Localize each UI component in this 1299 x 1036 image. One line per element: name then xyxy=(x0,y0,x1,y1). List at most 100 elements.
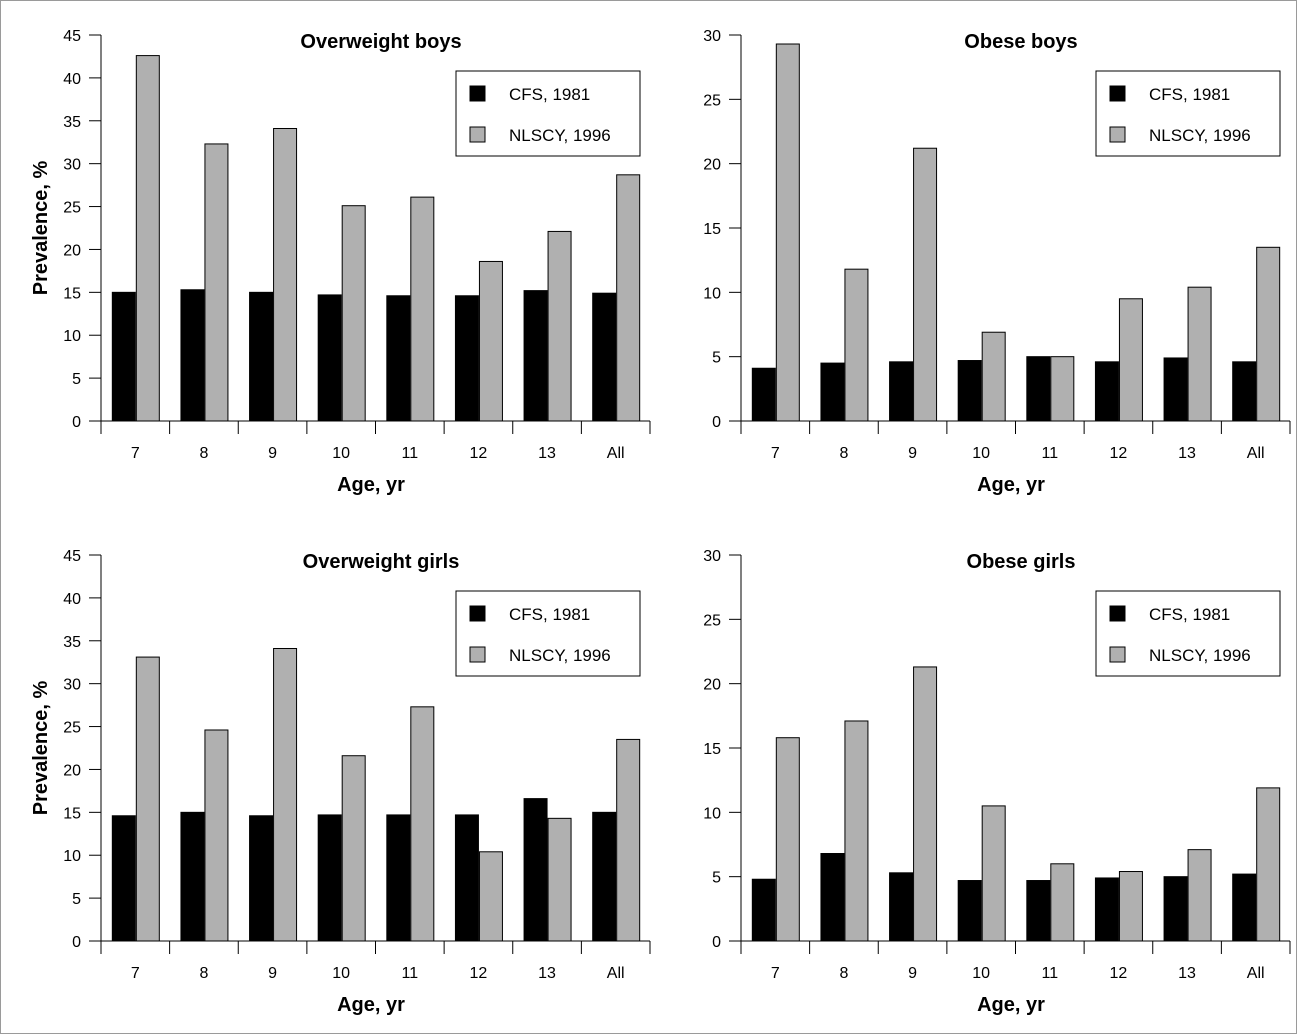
x-tick-label: 8 xyxy=(839,445,848,462)
y-tick-label: 10 xyxy=(63,328,81,345)
y-tick-label: 25 xyxy=(63,200,81,217)
y-tick-label: 25 xyxy=(703,92,721,109)
bar-cfs-1981 xyxy=(249,815,274,942)
bar-nlscy-1996 xyxy=(135,656,160,942)
bar-nlscy-1996 xyxy=(981,331,1006,422)
bar-nlscy-1996 xyxy=(1050,863,1075,942)
bar-cfs-1981 xyxy=(523,798,548,942)
bar-nlscy-1996 xyxy=(1118,298,1143,422)
bar-cfs-1981 xyxy=(454,295,479,422)
x-tick-label: 9 xyxy=(268,445,277,462)
chart-title: Obese boys xyxy=(964,31,1077,53)
legend-label: NLSCY, 1996 xyxy=(1149,126,1251,145)
x-axis-title: Age, yr xyxy=(977,474,1045,496)
y-tick-label: 20 xyxy=(63,762,81,779)
legend-label: NLSCY, 1996 xyxy=(509,646,611,665)
bar-nlscy-1996 xyxy=(775,737,800,942)
bar-cfs-1981 xyxy=(957,360,982,422)
y-tick-label: 20 xyxy=(703,157,721,174)
y-tick-label: 5 xyxy=(712,870,721,887)
bar-nlscy-1996 xyxy=(478,260,503,422)
x-tick-label: 10 xyxy=(332,445,350,462)
y-axis-title: Prevalence, % xyxy=(30,161,52,296)
chart-svg: 0 5 10 15 20 25 30 7 8 9 10 11 12 13 All Obese boys Age,… xyxy=(703,28,1291,496)
x-tick-label: 9 xyxy=(908,965,917,982)
chart-title: Obese girls xyxy=(967,551,1076,573)
x-tick-label: All xyxy=(1247,445,1265,462)
x-tick-label: 9 xyxy=(908,445,917,462)
y-axis-title: Prevalence, % xyxy=(30,681,52,816)
y-tick-label: 30 xyxy=(63,157,81,174)
y-tick-label: 15 xyxy=(703,221,721,238)
legend-label: NLSCY, 1996 xyxy=(509,126,611,145)
legend-swatch xyxy=(1109,85,1126,102)
bar-cfs-1981 xyxy=(751,878,776,942)
chart-obese-boys: 0 5 10 15 20 25 30 7 8 9 10 11 12 13 All Obese boys Age,… xyxy=(640,0,1299,515)
chart-svg: 0 5 10 15 20 25 30 35 40 45 7 8 9 10 11 12 13 All Overweig… xyxy=(30,548,651,1016)
chart-overweight-girls: 0 5 10 15 20 25 30 35 40 45 7 8 9 10 11 12 13 All Overweig… xyxy=(0,520,660,1035)
bar-nlscy-1996 xyxy=(616,174,641,422)
x-tick-label: 12 xyxy=(1110,445,1128,462)
bar-nlscy-1996 xyxy=(1256,787,1281,942)
legend-swatch xyxy=(469,646,486,663)
bar-cfs-1981 xyxy=(111,815,136,942)
bar-nlscy-1996 xyxy=(1187,849,1212,942)
y-tick-label: 25 xyxy=(63,720,81,737)
y-tick-label: 30 xyxy=(63,677,81,694)
legend: CFS, 1981 NLSCY, 1996 xyxy=(1095,70,1281,157)
x-tick-label: 13 xyxy=(1178,445,1196,462)
bar-nlscy-1996 xyxy=(273,127,298,422)
x-tick-label: 8 xyxy=(199,445,208,462)
legend: CFS, 1981 NLSCY, 1996 xyxy=(455,590,641,677)
chart-obese-girls: 0 5 10 15 20 25 30 7 8 9 10 11 12 13 All Obese girls Age… xyxy=(640,520,1299,1035)
y-tick-label: 15 xyxy=(63,285,81,302)
x-axis-title: Age, yr xyxy=(337,474,405,496)
bar-cfs-1981 xyxy=(386,814,411,942)
y-tick-label: 35 xyxy=(63,634,81,651)
legend-label: CFS, 1981 xyxy=(1149,85,1230,104)
y-tick-label: 35 xyxy=(63,114,81,131)
bar-cfs-1981 xyxy=(957,880,982,942)
bar-nlscy-1996 xyxy=(981,805,1006,942)
bar-cfs-1981 xyxy=(386,295,411,422)
legend: CFS, 1981 NLSCY, 1996 xyxy=(1095,590,1281,677)
legend-swatch xyxy=(469,126,486,143)
legend-swatch xyxy=(469,85,486,102)
bar-cfs-1981 xyxy=(889,361,914,422)
chart-svg: 0 5 10 15 20 25 30 35 40 45 7 8 9 10 11 12 13 All Overweig… xyxy=(30,28,651,496)
x-tick-label: 7 xyxy=(131,965,140,982)
bar-cfs-1981 xyxy=(249,291,274,422)
x-tick-label: 11 xyxy=(1042,445,1059,462)
x-tick-label: 12 xyxy=(1110,965,1128,982)
y-tick-label: 40 xyxy=(63,591,81,608)
y-tick-label: 0 xyxy=(712,414,721,431)
x-tick-label: 13 xyxy=(1178,965,1196,982)
y-tick-label: 5 xyxy=(72,371,81,388)
bar-nlscy-1996 xyxy=(410,706,435,942)
bar-nlscy-1996 xyxy=(273,647,298,942)
bar-nlscy-1996 xyxy=(913,147,938,422)
y-tick-label: 15 xyxy=(703,741,721,758)
y-tick-label: 25 xyxy=(703,612,721,629)
bar-nlscy-1996 xyxy=(1256,246,1281,422)
y-tick-label: 10 xyxy=(703,805,721,822)
bar-nlscy-1996 xyxy=(1118,871,1143,942)
bar-nlscy-1996 xyxy=(844,268,869,422)
y-tick-label: 20 xyxy=(63,242,81,259)
bar-cfs-1981 xyxy=(820,362,845,422)
y-tick-label: 0 xyxy=(72,414,81,431)
bar-cfs-1981 xyxy=(889,872,914,942)
bar-cfs-1981 xyxy=(180,289,205,422)
bar-nlscy-1996 xyxy=(1187,286,1212,422)
y-tick-label: 45 xyxy=(63,548,81,565)
bar-cfs-1981 xyxy=(1026,356,1051,422)
x-tick-label: 13 xyxy=(538,965,556,982)
bar-cfs-1981 xyxy=(317,814,342,942)
bar-cfs-1981 xyxy=(1094,877,1119,942)
y-tick-label: 0 xyxy=(72,934,81,951)
bar-cfs-1981 xyxy=(180,811,205,942)
bar-cfs-1981 xyxy=(751,367,776,422)
x-tick-label: 11 xyxy=(402,965,419,982)
bar-cfs-1981 xyxy=(1163,357,1188,422)
bar-cfs-1981 xyxy=(820,853,845,942)
